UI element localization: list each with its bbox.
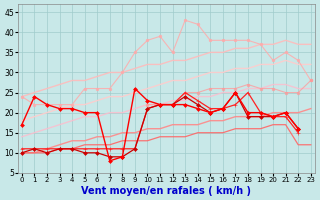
X-axis label: Vent moyen/en rafales ( km/h ): Vent moyen/en rafales ( km/h ) [81,186,251,196]
